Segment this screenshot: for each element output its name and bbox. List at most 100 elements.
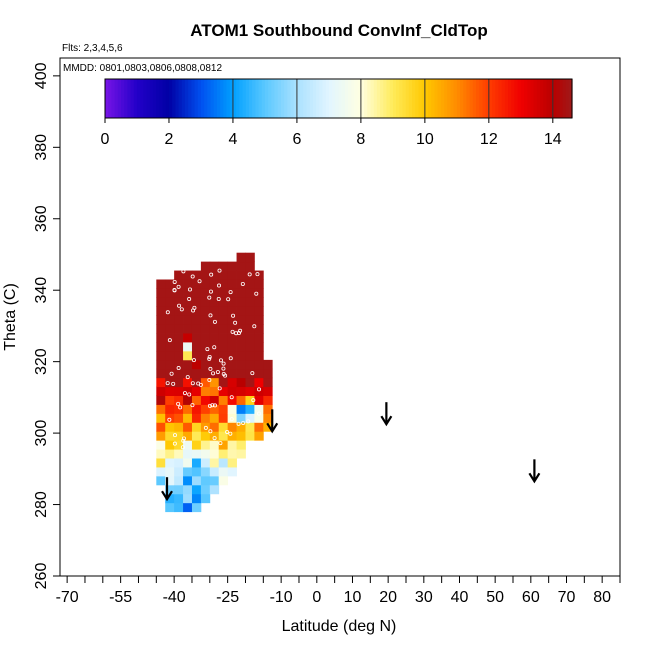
heatmap-cell bbox=[209, 342, 220, 352]
observation-marker bbox=[254, 291, 259, 296]
colorbar-segment bbox=[184, 79, 189, 118]
colorbar-segment bbox=[399, 79, 404, 118]
heatmap-cell bbox=[218, 342, 229, 352]
plot-frame bbox=[59, 57, 621, 577]
heatmap-cell bbox=[174, 270, 184, 280]
heatmap-cell bbox=[183, 306, 193, 316]
x-tick-label: 70 bbox=[558, 589, 576, 606]
colorbar-segment bbox=[440, 79, 445, 118]
observation-marker bbox=[210, 403, 215, 408]
colorbar-tick-label: 10 bbox=[416, 131, 434, 148]
observation-marker bbox=[172, 441, 177, 446]
arrow-marker bbox=[161, 477, 173, 502]
colorbar-segment bbox=[556, 79, 560, 118]
heatmap-cell bbox=[200, 431, 211, 441]
heatmap-cell bbox=[218, 306, 229, 316]
heatmap-cell bbox=[218, 333, 229, 343]
heatmap-cell bbox=[165, 493, 175, 504]
heatmap-cell bbox=[200, 484, 211, 495]
colorbar-segment bbox=[236, 79, 240, 118]
heatmap-cell bbox=[209, 475, 220, 486]
observation-marker bbox=[176, 284, 181, 289]
heatmap-cell bbox=[191, 467, 202, 477]
colorbar-segment bbox=[117, 79, 122, 118]
heatmap-cell bbox=[191, 395, 202, 405]
colorbar-segment bbox=[194, 79, 199, 118]
heatmap-cell bbox=[218, 431, 229, 441]
heatmap-cell bbox=[174, 467, 184, 477]
colorbar-segment bbox=[376, 79, 381, 118]
heatmap-cell bbox=[218, 288, 229, 298]
colorbar-segment bbox=[181, 79, 186, 118]
observation-marker bbox=[209, 272, 214, 277]
heatmap-cell bbox=[218, 350, 229, 361]
heatmap-cell bbox=[209, 350, 220, 361]
colorbar-segment bbox=[133, 79, 138, 118]
observation-marker bbox=[226, 297, 231, 302]
heatmap-cell bbox=[183, 270, 193, 280]
heatmap-cell bbox=[183, 440, 193, 450]
observation-marker bbox=[176, 366, 181, 371]
heatmap-cell bbox=[236, 449, 246, 459]
colorbar-segment bbox=[258, 79, 263, 118]
colorbar-segment bbox=[264, 79, 269, 118]
heatmap-cell bbox=[183, 333, 193, 343]
heatmap-cell bbox=[254, 431, 264, 441]
colorbar-segment bbox=[319, 79, 324, 118]
y-tick-label: 260 bbox=[33, 563, 50, 590]
observation-marker bbox=[241, 420, 246, 425]
colorbar: 0 2 4 6 8 10 12 14 bbox=[101, 78, 573, 148]
x-tick-label: 10 bbox=[344, 589, 362, 606]
colorbar-segment bbox=[232, 79, 237, 118]
heatmap-cell bbox=[218, 279, 229, 289]
colorbar-segment bbox=[146, 79, 151, 118]
y-tick-label: 300 bbox=[33, 420, 50, 447]
heatmap-cell bbox=[200, 422, 211, 432]
colorbar-segment bbox=[530, 79, 535, 118]
colorbar-segment bbox=[178, 79, 183, 118]
colorbar-segment bbox=[501, 79, 506, 118]
heatmap-cell bbox=[227, 449, 237, 459]
heatmap-cell bbox=[183, 458, 193, 468]
heatmap-cell bbox=[227, 297, 237, 307]
heatmap-cell bbox=[218, 359, 229, 370]
heatmap-cell bbox=[218, 368, 229, 379]
observation-marker bbox=[218, 358, 223, 363]
heatmap-cell bbox=[183, 431, 193, 441]
observation-marker bbox=[191, 358, 196, 363]
heatmap-cell bbox=[200, 475, 211, 486]
heatmap-cell bbox=[156, 475, 166, 486]
heatmap-cell bbox=[174, 484, 184, 495]
colorbar-segment bbox=[296, 79, 301, 118]
heatmap-cell bbox=[200, 386, 211, 396]
colorbar-segment bbox=[274, 79, 279, 118]
heatmap-cell bbox=[218, 413, 229, 423]
colorbar-segment bbox=[140, 79, 144, 118]
colorbar-segment bbox=[421, 79, 426, 118]
heatmap-cell bbox=[227, 413, 237, 423]
heatmap-cell bbox=[191, 324, 202, 334]
colorbar-segment bbox=[220, 79, 224, 118]
arrow-head bbox=[161, 490, 173, 502]
colorbar-segment bbox=[300, 79, 304, 118]
heatmap-cell bbox=[245, 350, 255, 361]
heatmap-cell bbox=[227, 422, 237, 432]
colorbar-segment bbox=[456, 79, 461, 118]
heatmap-cell bbox=[156, 467, 166, 477]
colorbar-segment bbox=[229, 79, 234, 118]
observation-marker bbox=[185, 375, 190, 380]
colorbar-segment bbox=[479, 79, 484, 118]
colorbar-tick-label: 12 bbox=[480, 131, 498, 148]
colorbar-segment bbox=[252, 79, 256, 118]
observation-marker bbox=[250, 371, 255, 376]
observation-marker bbox=[191, 308, 196, 313]
arrow-marker bbox=[266, 409, 279, 434]
observation-marker bbox=[207, 354, 212, 359]
heatmap-cell bbox=[156, 297, 166, 307]
colorbar-segment bbox=[498, 79, 503, 118]
observation-marker bbox=[178, 405, 183, 410]
heatmap-cell bbox=[209, 449, 220, 459]
colorbar-segment bbox=[476, 79, 480, 118]
y-tick-label: 340 bbox=[33, 277, 50, 304]
heatmap-cell bbox=[183, 493, 193, 504]
